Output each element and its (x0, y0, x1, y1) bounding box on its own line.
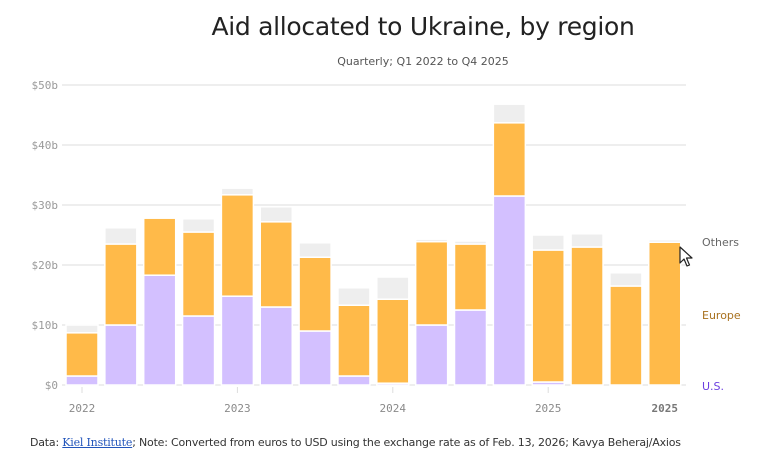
bar-stack-q1-2025 (531, 234, 565, 386)
bar-segment-us (65, 375, 99, 386)
bar-segment-others (492, 103, 527, 124)
bar-segment-us (298, 330, 332, 386)
x-tick-label: 2025 (652, 402, 679, 415)
bar-segment-us (181, 315, 216, 386)
bar-stack-q3-2024 (453, 240, 488, 386)
bar-segment-us (337, 375, 371, 386)
chart-footer: Data: Kiel Institute; Note: Converted fr… (30, 436, 681, 449)
bar-stack-q2-2025 (570, 233, 604, 386)
bar-segment-others (104, 227, 138, 245)
bar-segment-others (453, 240, 488, 245)
bar-segment-europe (259, 221, 293, 308)
y-axis: $0 $10b $20b $30b $40b $50b (32, 79, 59, 392)
source-link[interactable]: Kiel Institute (62, 436, 133, 449)
bar-stack-q2-2023 (259, 206, 293, 386)
y-tick-label: $50b (32, 79, 59, 92)
bar-stack-q3-2023 (298, 242, 332, 386)
bar-stack-q3-2025 (609, 272, 643, 386)
bar-segment-europe (181, 231, 216, 317)
x-tick-label: 2022 (69, 402, 96, 415)
bar-stack-q4-2023 (337, 287, 371, 386)
bar-segment-others (65, 324, 99, 334)
bar-segment-europe (648, 241, 682, 386)
bar-segment-us (220, 295, 255, 386)
bar-stack-q4-2025 (648, 239, 682, 386)
bar-stack-q2-2022 (104, 227, 138, 386)
bar-stack-q1-2022 (65, 324, 99, 386)
bar-stack-q1-2023 (220, 187, 255, 386)
footer-note: ; Note: Converted from euros to USD usin… (132, 436, 681, 449)
bar-segment-us (142, 274, 177, 386)
x-tick-label: 2025 (535, 402, 562, 415)
bar-segment-europe (337, 304, 371, 377)
legend-label-others: Others (702, 236, 739, 249)
bar-segment-others (259, 206, 293, 223)
footer-prefix: Data: (30, 436, 63, 449)
bar-segment-europe (453, 243, 488, 311)
legend: Others Europe U.S. (702, 236, 741, 393)
y-tick-label: $10b (32, 319, 59, 332)
bar-segment-others (337, 287, 371, 306)
bar-segment-us (414, 324, 449, 386)
bar-segment-others (298, 242, 332, 258)
y-tick-label: $30b (32, 199, 59, 212)
bar-segment-others (220, 187, 255, 196)
bar-segment-europe (65, 332, 99, 377)
legend-label-europe: Europe (702, 309, 741, 322)
x-tick-label: 2024 (380, 402, 407, 415)
bar-segment-europe (609, 285, 643, 386)
bar-segment-others (648, 239, 682, 243)
bars (65, 103, 682, 386)
x-tick-label: 2023 (224, 402, 251, 415)
bar-segment-europe (414, 240, 449, 326)
bar-segment-europe (104, 243, 138, 326)
x-axis: 2022 2023 2024 2025 2025 (69, 387, 678, 415)
mouse-cursor-icon (679, 246, 693, 267)
bar-segment-europe (492, 122, 527, 197)
chart-title: Aid allocated to Ukraine, by region (211, 12, 635, 41)
y-tick-label: $40b (32, 139, 59, 152)
bar-stack-q1-2024 (376, 276, 410, 386)
bar-segment-europe (142, 217, 177, 276)
bar-segment-us (453, 309, 488, 386)
legend-label-us: U.S. (702, 380, 724, 393)
bar-segment-others (609, 272, 643, 287)
bar-stack-q4-2022 (181, 218, 216, 386)
bar-segment-us (492, 195, 527, 386)
bar-stack-q4-2024 (492, 103, 527, 386)
bar-segment-us (259, 306, 293, 386)
chart-subtitle: Quarterly; Q1 2022 to Q4 2025 (337, 55, 509, 68)
bar-stack-q3-2022 (142, 217, 177, 386)
bar-stack-q2-2024 (414, 238, 449, 386)
bar-segment-others (414, 238, 449, 243)
bar-segment-others (531, 234, 565, 251)
bar-segment-europe (298, 256, 332, 332)
bar-segment-europe (220, 194, 255, 297)
bar-segment-others (181, 218, 216, 233)
y-tick-label: $20b (32, 259, 59, 272)
bar-segment-europe (376, 298, 410, 384)
bar-segment-us (104, 324, 138, 386)
bar-segment-europe (570, 246, 604, 386)
y-tick-label: $0 (45, 379, 58, 392)
bar-segment-europe (531, 249, 565, 383)
bar-segment-others (376, 276, 410, 300)
bar-segment-others (570, 233, 604, 248)
